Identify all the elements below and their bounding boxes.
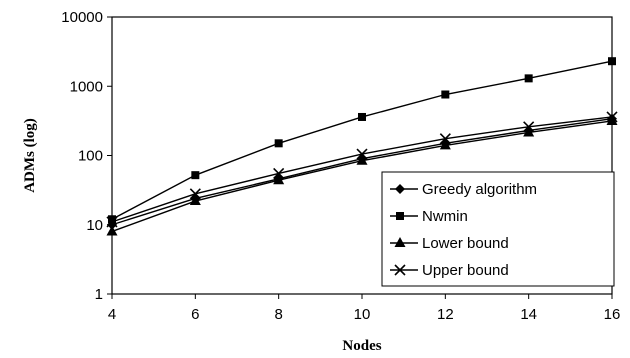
y-tick-label: 1 — [95, 286, 103, 303]
legend-item: Upper bound — [390, 262, 509, 279]
legend-label: Nwmin — [422, 208, 468, 225]
legend-marker — [396, 212, 404, 220]
data-point — [606, 114, 618, 125]
legend-label: Upper bound — [422, 262, 509, 279]
data-point — [356, 154, 368, 165]
data-point — [358, 112, 366, 121]
y-tick-label: 100 — [78, 148, 103, 165]
data-point — [273, 167, 285, 180]
x-axis-title: Nodes — [342, 338, 381, 354]
series-layer — [106, 57, 618, 236]
legend-marker — [394, 237, 406, 247]
y-axis: 1 10 100 1000 10000 — [61, 9, 112, 303]
data-point — [273, 174, 285, 185]
x-tick-label: 12 — [437, 306, 454, 323]
data-point — [106, 225, 118, 236]
data-point — [524, 74, 533, 83]
data-point — [356, 148, 368, 160]
y-tick-label: 10 — [86, 217, 103, 234]
x-tick-label: 10 — [354, 306, 371, 323]
data-point — [439, 133, 451, 145]
series-square — [108, 57, 616, 224]
legend-item: Lower bound — [390, 235, 509, 252]
x-axis: 4 6 8 10 12 14 16 — [108, 294, 621, 323]
data-point — [606, 111, 618, 123]
legend: Greedy algorithm Nwmin Lower bound Upper bo… — [381, 171, 615, 287]
data-point — [189, 188, 201, 200]
data-point — [523, 121, 535, 133]
x-tick-label: 8 — [274, 306, 282, 323]
legend-marker — [394, 264, 406, 276]
data-point — [106, 216, 118, 228]
x-tick-label: 16 — [604, 306, 621, 323]
data-point — [189, 195, 201, 206]
y-tick-label: 1000 — [70, 78, 103, 95]
data-point — [439, 139, 451, 150]
y-tick-label: 10000 — [61, 9, 103, 26]
series-x — [106, 111, 618, 228]
data-point — [274, 139, 283, 148]
y-axis-title: ADMs (log) — [22, 118, 38, 193]
data-point — [608, 57, 616, 66]
series-triangle — [106, 114, 618, 236]
legend-item: Nwmin — [390, 208, 468, 225]
legend-marker — [395, 184, 405, 194]
data-point — [441, 90, 450, 99]
legend-label: Lower bound — [422, 235, 509, 252]
data-point — [523, 126, 535, 137]
x-tick-label: 6 — [191, 306, 199, 323]
legend-label: Greedy algorithm — [422, 181, 537, 198]
x-tick-label: 14 — [520, 306, 537, 323]
legend-box — [381, 171, 615, 287]
data-point — [108, 215, 116, 224]
x-tick-label: 4 — [108, 306, 116, 323]
legend-item: Greedy algorithm — [390, 181, 537, 198]
data-point — [191, 171, 200, 180]
